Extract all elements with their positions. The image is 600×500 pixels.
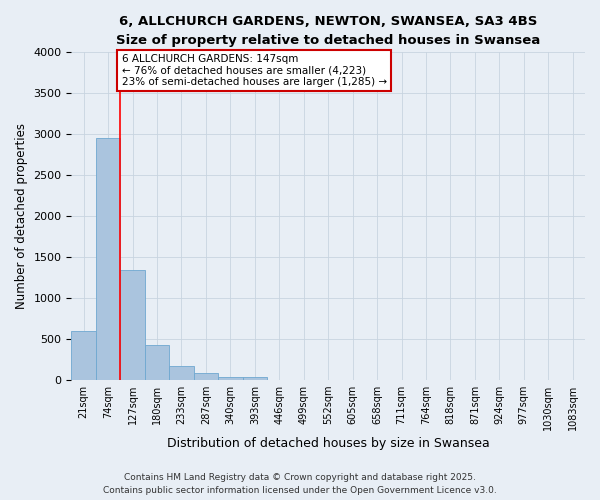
Bar [145, 344, 169, 380]
Bar [242, 376, 267, 380]
Text: Contains HM Land Registry data © Crown copyright and database right 2025.
Contai: Contains HM Land Registry data © Crown c… [103, 474, 497, 495]
Bar [169, 366, 194, 380]
Y-axis label: Number of detached properties: Number of detached properties [15, 123, 28, 309]
Text: 6 ALLCHURCH GARDENS: 147sqm
← 76% of detached houses are smaller (4,223)
23% of : 6 ALLCHURCH GARDENS: 147sqm ← 76% of det… [122, 54, 386, 87]
Bar [96, 138, 121, 380]
Bar [121, 270, 145, 380]
Bar [71, 331, 96, 380]
Title: 6, ALLCHURCH GARDENS, NEWTON, SWANSEA, SA3 4BS
Size of property relative to deta: 6, ALLCHURCH GARDENS, NEWTON, SWANSEA, S… [116, 15, 541, 47]
Bar [218, 376, 242, 380]
X-axis label: Distribution of detached houses by size in Swansea: Distribution of detached houses by size … [167, 437, 490, 450]
Bar [194, 372, 218, 380]
